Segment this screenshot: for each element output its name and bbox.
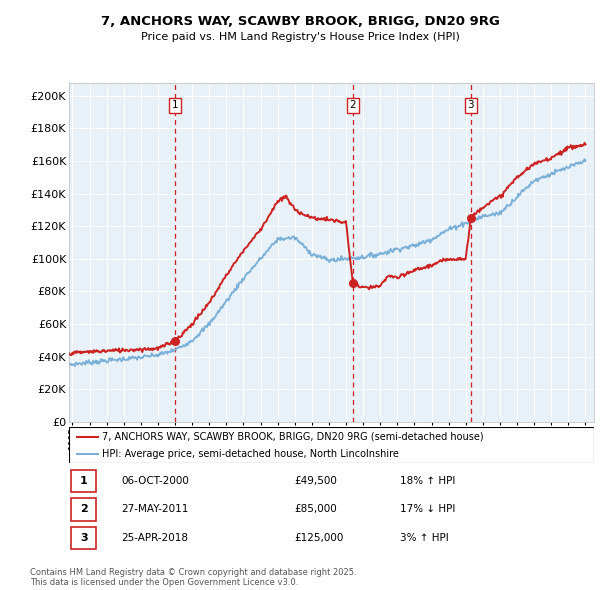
- Text: Price paid vs. HM Land Registry's House Price Index (HPI): Price paid vs. HM Land Registry's House …: [140, 32, 460, 42]
- Text: £49,500: £49,500: [295, 476, 338, 486]
- Text: 06-OCT-2000: 06-OCT-2000: [121, 476, 190, 486]
- Text: 7, ANCHORS WAY, SCAWBY BROOK, BRIGG, DN20 9RG: 7, ANCHORS WAY, SCAWBY BROOK, BRIGG, DN2…: [101, 15, 499, 28]
- Text: 7, ANCHORS WAY, SCAWBY BROOK, BRIGG, DN20 9RG (semi-detached house): 7, ANCHORS WAY, SCAWBY BROOK, BRIGG, DN2…: [101, 432, 483, 442]
- Bar: [71, 527, 96, 549]
- Text: 1: 1: [80, 476, 88, 486]
- Text: 17% ↓ HPI: 17% ↓ HPI: [400, 504, 455, 514]
- Text: Contains HM Land Registry data © Crown copyright and database right 2025.
This d: Contains HM Land Registry data © Crown c…: [30, 568, 356, 587]
- Text: 25-APR-2018: 25-APR-2018: [121, 533, 188, 543]
- Text: £125,000: £125,000: [295, 533, 344, 543]
- Bar: [71, 499, 96, 520]
- Text: 3: 3: [467, 100, 474, 110]
- Text: 2: 2: [80, 504, 88, 514]
- Text: 1: 1: [172, 100, 178, 110]
- Text: 18% ↑ HPI: 18% ↑ HPI: [400, 476, 455, 486]
- Text: 3: 3: [80, 533, 88, 543]
- Text: 3% ↑ HPI: 3% ↑ HPI: [400, 533, 449, 543]
- Text: £85,000: £85,000: [295, 504, 337, 514]
- Text: 27-MAY-2011: 27-MAY-2011: [121, 504, 189, 514]
- Text: 2: 2: [350, 100, 356, 110]
- Bar: [71, 470, 96, 492]
- Text: HPI: Average price, semi-detached house, North Lincolnshire: HPI: Average price, semi-detached house,…: [101, 449, 398, 459]
